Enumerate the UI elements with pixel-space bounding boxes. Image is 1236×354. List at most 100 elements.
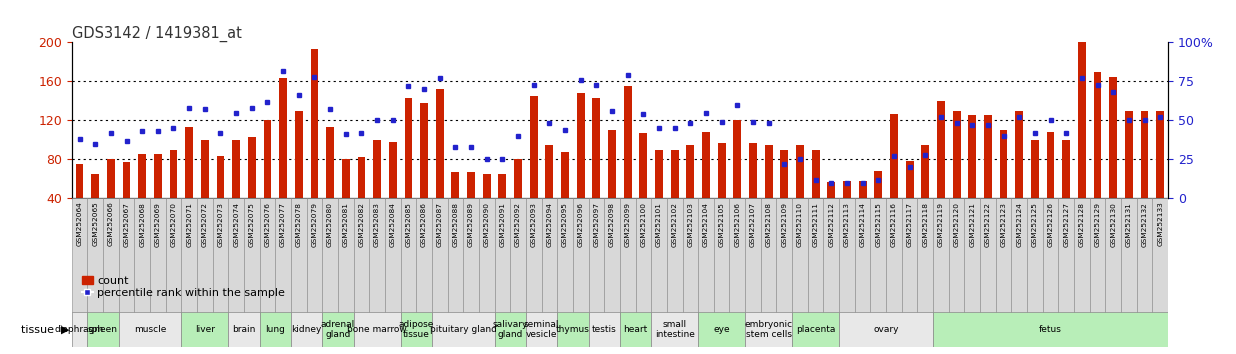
Bar [796, 145, 803, 198]
Text: GSM252095: GSM252095 [562, 202, 569, 247]
Bar [1105, 198, 1121, 313]
Bar [166, 198, 182, 313]
Bar [792, 312, 839, 347]
Bar [436, 89, 444, 198]
Text: GSM252071: GSM252071 [187, 202, 192, 247]
Bar [290, 198, 307, 313]
Bar [843, 181, 850, 198]
Text: eye: eye [713, 325, 730, 334]
Bar [75, 164, 84, 198]
Text: GSM252131: GSM252131 [1126, 202, 1132, 247]
Legend: count, percentile rank within the sample: count, percentile rank within the sample [77, 271, 289, 302]
Bar [1011, 198, 1027, 313]
Text: GSM252109: GSM252109 [781, 202, 787, 247]
Bar [182, 312, 229, 347]
Bar [1027, 198, 1043, 313]
Bar [996, 198, 1011, 313]
Bar [400, 312, 431, 347]
Text: muscle: muscle [133, 325, 166, 334]
Text: pituitary gland: pituitary gland [430, 325, 497, 334]
Bar [370, 198, 384, 313]
Bar [323, 198, 337, 313]
Bar [525, 312, 557, 347]
Text: GSM252107: GSM252107 [750, 202, 756, 247]
Text: ovary: ovary [874, 325, 899, 334]
Text: GSM252103: GSM252103 [687, 202, 693, 247]
Bar [514, 159, 522, 198]
Bar [949, 198, 964, 313]
Bar [389, 142, 397, 198]
Bar [808, 198, 823, 313]
Text: salivary
gland: salivary gland [492, 320, 528, 339]
Text: GSM252130: GSM252130 [1110, 202, 1116, 247]
Text: GSM252115: GSM252115 [875, 202, 881, 247]
Bar [933, 312, 1168, 347]
Bar [1125, 110, 1132, 198]
Text: GSM252093: GSM252093 [530, 202, 536, 247]
Bar [855, 198, 870, 313]
Bar [1121, 198, 1137, 313]
Bar [964, 198, 980, 313]
Text: GSM252077: GSM252077 [281, 202, 286, 247]
Bar [1058, 198, 1074, 313]
Text: GSM252092: GSM252092 [515, 202, 522, 247]
Bar [902, 198, 917, 313]
Bar [119, 198, 135, 313]
Bar [1078, 42, 1085, 198]
Bar [671, 149, 679, 198]
Text: GSM252066: GSM252066 [108, 202, 114, 246]
Bar [667, 198, 682, 313]
Bar [980, 198, 996, 313]
Text: GSM252113: GSM252113 [844, 202, 850, 247]
Bar [243, 198, 260, 313]
Bar [150, 198, 166, 313]
Bar [213, 198, 229, 313]
Bar [290, 312, 323, 347]
Bar [1152, 198, 1168, 313]
Bar [765, 145, 772, 198]
Text: GSM252116: GSM252116 [891, 202, 897, 247]
Text: fetus: fetus [1039, 325, 1062, 334]
Bar [561, 153, 569, 198]
Text: GSM252101: GSM252101 [656, 202, 662, 247]
Bar [921, 145, 929, 198]
Bar [72, 198, 88, 313]
Text: GSM252105: GSM252105 [718, 202, 724, 247]
Bar [745, 312, 792, 347]
Text: GSM252127: GSM252127 [1063, 202, 1069, 247]
Bar [655, 149, 662, 198]
Text: GSM252118: GSM252118 [922, 202, 928, 247]
Bar [572, 198, 588, 313]
Bar [494, 312, 525, 347]
Bar [839, 312, 933, 347]
Bar [1090, 198, 1105, 313]
Text: GSM252089: GSM252089 [468, 202, 475, 247]
Bar [169, 149, 178, 198]
Bar [307, 198, 323, 313]
Bar [400, 198, 417, 313]
Bar [917, 198, 933, 313]
Bar [310, 49, 319, 198]
Bar [182, 198, 197, 313]
Text: seminal
vesicle: seminal vesicle [524, 320, 560, 339]
Text: GSM252122: GSM252122 [985, 202, 991, 247]
Text: GSM252128: GSM252128 [1079, 202, 1085, 247]
Bar [577, 93, 585, 198]
Bar [138, 154, 146, 198]
Bar [604, 198, 619, 313]
Bar [373, 140, 381, 198]
Bar [1047, 132, 1054, 198]
Bar [870, 198, 886, 313]
Text: GSM252070: GSM252070 [171, 202, 177, 247]
Bar [154, 154, 162, 198]
Text: GSM252076: GSM252076 [265, 202, 271, 247]
Text: tissue  ▶: tissue ▶ [21, 324, 69, 334]
Bar [248, 137, 256, 198]
Text: GSM252133: GSM252133 [1157, 202, 1163, 246]
Bar [823, 198, 839, 313]
Bar [686, 145, 695, 198]
Bar [1043, 198, 1058, 313]
Text: GSM252082: GSM252082 [358, 202, 365, 247]
Text: GSM252081: GSM252081 [342, 202, 349, 247]
Bar [812, 149, 819, 198]
